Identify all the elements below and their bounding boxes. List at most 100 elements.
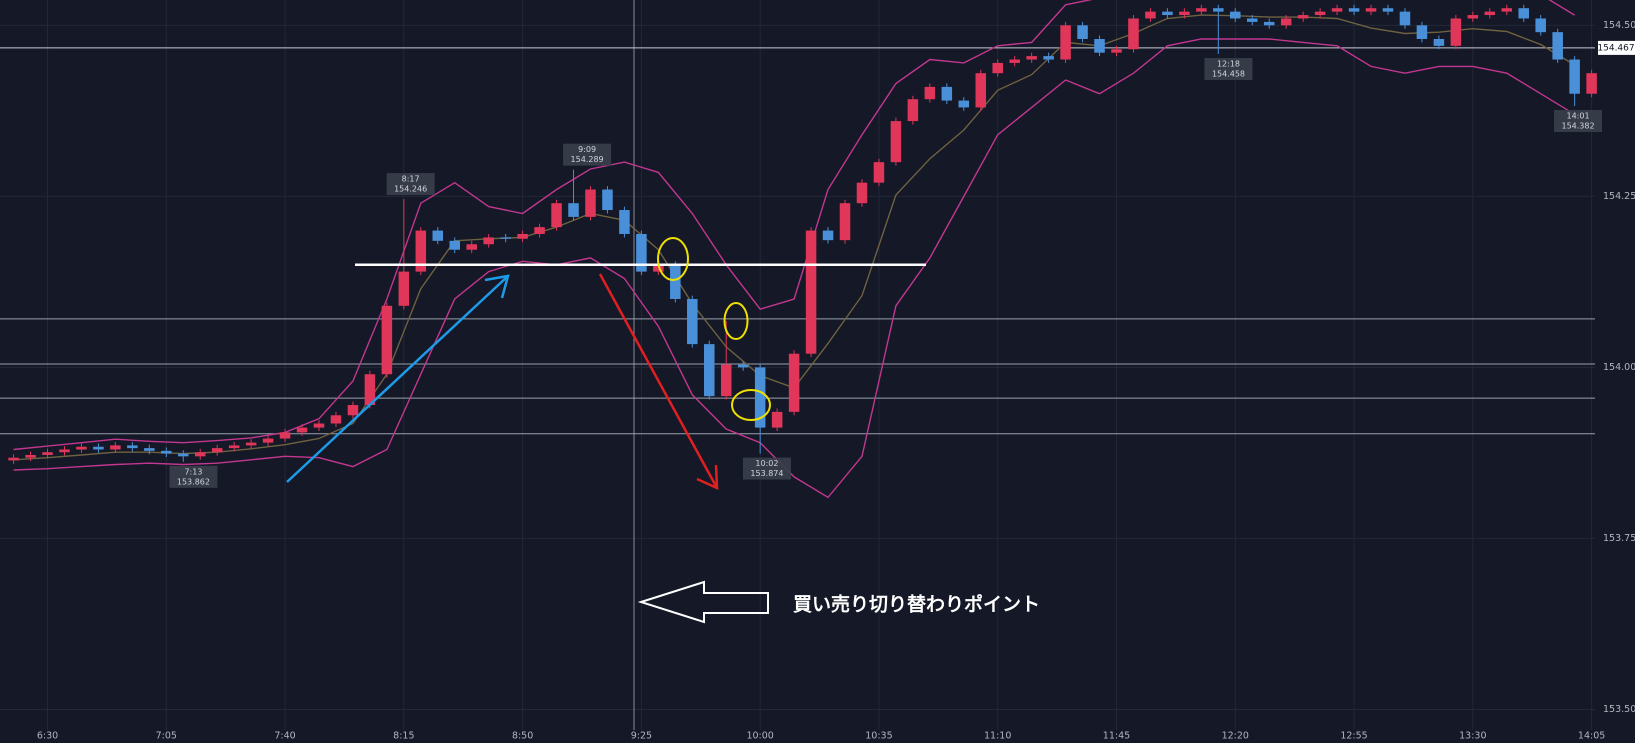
extreme-value: 154.246 [394, 185, 427, 194]
candle-body [279, 432, 291, 439]
candle-body [1450, 18, 1462, 46]
candle-body [432, 230, 444, 241]
down-arrow [598, 273, 719, 490]
candle-body [873, 162, 885, 183]
candle-body [551, 203, 562, 228]
candle-body [975, 73, 987, 108]
candle-body [1365, 8, 1377, 12]
arrow-shaft [598, 273, 719, 489]
y-tick-label: 153.750 [1603, 533, 1635, 544]
extreme-box [1554, 110, 1603, 133]
candle-body [890, 121, 902, 163]
extreme-time: 9:09 [578, 145, 596, 154]
candle-body [296, 427, 308, 433]
candle-body [992, 62, 1003, 74]
x-tick-label: 8:50 [512, 731, 533, 742]
overlay: 買い売り切り替わりポイント [286, 237, 1040, 624]
candle-body [839, 203, 851, 241]
band-upper [13, 0, 1575, 451]
candle-body [1586, 73, 1597, 94]
extreme-box [742, 457, 791, 480]
candle-body [1314, 11, 1326, 16]
up-arrow [286, 274, 510, 483]
x-tick-label: 13:30 [1459, 731, 1486, 742]
candle-body [25, 454, 36, 458]
candle-body [585, 189, 596, 217]
candle-body [1501, 8, 1513, 12]
extreme-box [1204, 58, 1253, 81]
x-tick-label: 11:10 [984, 731, 1011, 742]
highlight-ellipse [731, 389, 771, 421]
candle-body [805, 230, 817, 354]
x-tick-label: 12:55 [1340, 731, 1367, 742]
candle-body [415, 230, 427, 272]
candle-body [670, 264, 681, 299]
candle-body [653, 264, 664, 272]
candle-body [704, 344, 715, 397]
candle-body [177, 453, 189, 457]
candle-body [144, 448, 155, 451]
candle-body [1026, 56, 1037, 60]
candle-body [1145, 11, 1156, 19]
candle-body [636, 233, 647, 272]
candle-body [59, 449, 70, 453]
candle-body [1094, 38, 1105, 53]
candle-body [1128, 18, 1139, 50]
y-tick-label: 154.000 [1603, 362, 1635, 373]
candle-body [619, 210, 630, 234]
extreme-value: 154.382 [1561, 122, 1594, 131]
candle-body [161, 450, 172, 454]
candle-body [941, 86, 953, 101]
candle-body [211, 448, 223, 453]
extreme-time: 12:18 [1217, 60, 1240, 69]
x-tick-label: 6:30 [37, 731, 58, 742]
candle-body [1263, 21, 1275, 26]
candle-body [483, 237, 494, 245]
candle-body [1043, 56, 1054, 60]
last-price-tag [1598, 40, 1635, 55]
candle-body [1060, 25, 1071, 60]
y-tick-label: 154.500 [1603, 20, 1635, 31]
candle-body [313, 423, 325, 428]
candle-body [822, 230, 834, 241]
candle-body [1467, 15, 1479, 19]
candle-body [1399, 11, 1411, 26]
x-tick-label: 11:45 [1103, 731, 1130, 742]
candle-body [262, 438, 274, 443]
extreme-value: 153.874 [750, 469, 783, 478]
highlight-ellipse [723, 302, 749, 340]
candle-body [1246, 18, 1258, 22]
arrow-shaft [286, 275, 509, 483]
candle-body [788, 353, 800, 412]
candle-body [924, 86, 936, 100]
candle-body [1162, 11, 1173, 16]
candle-body [1382, 8, 1394, 12]
candle-body [754, 367, 766, 428]
candle-body [93, 446, 104, 450]
extreme-time: 10:02 [755, 459, 778, 468]
candle-body [330, 415, 342, 424]
candle-body [76, 446, 87, 450]
last-price-label: 154.467 [1597, 43, 1634, 53]
arrow-head [696, 464, 719, 490]
candle-body [449, 240, 461, 250]
extreme-value: 154.458 [1212, 70, 1245, 79]
y-tick-label: 154.250 [1603, 191, 1635, 202]
x-tick-label: 9:25 [631, 731, 652, 742]
extreme-box [563, 143, 612, 166]
candle-body [1213, 8, 1224, 12]
extreme-box [386, 173, 435, 196]
extreme-time: 14:01 [1567, 112, 1590, 121]
candle-body [737, 364, 749, 368]
candle-body [347, 405, 359, 416]
candle-body [228, 445, 240, 449]
candle-body [1569, 59, 1580, 94]
highlight-ellipse [657, 237, 689, 281]
candle-body [602, 189, 613, 211]
candle-body [42, 452, 53, 455]
candle-body [687, 298, 698, 345]
